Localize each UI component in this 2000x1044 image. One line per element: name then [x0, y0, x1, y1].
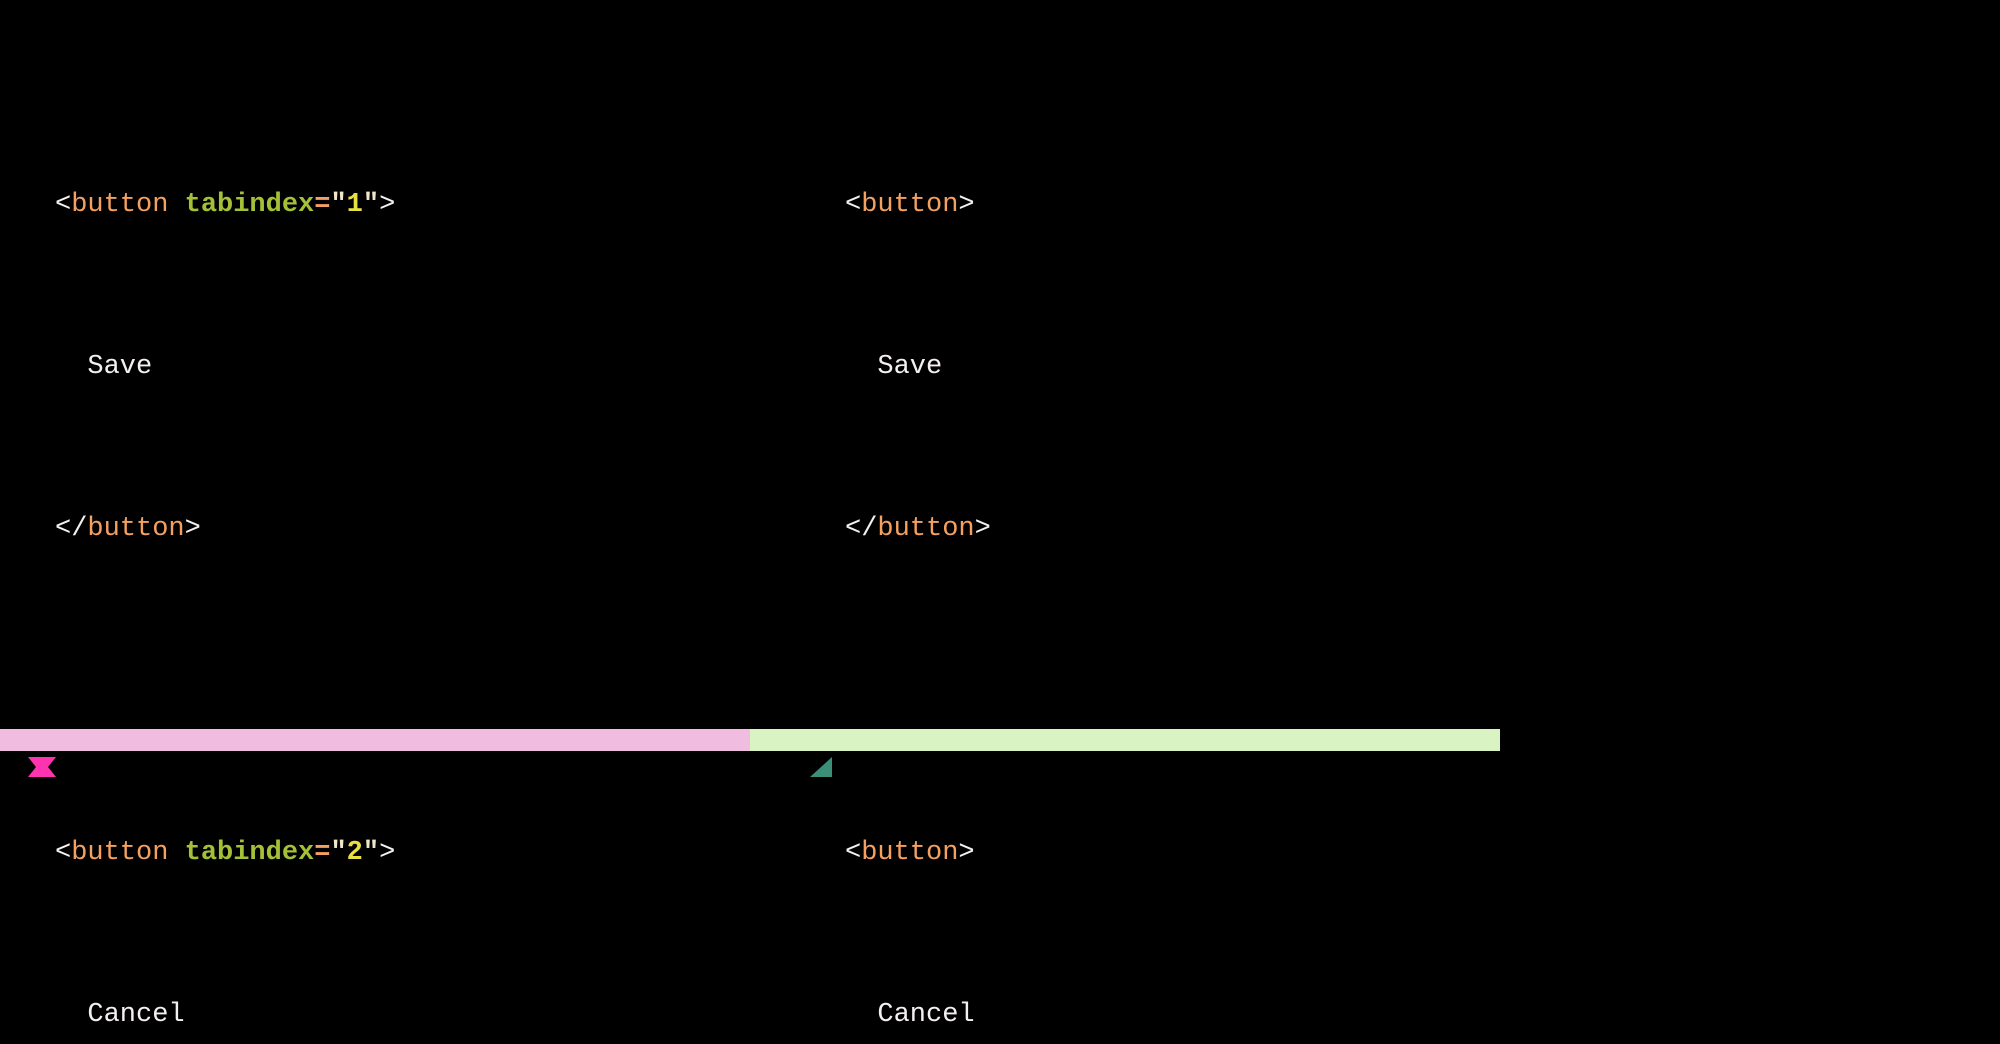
tag-open: button — [861, 190, 958, 220]
tag-open: button — [71, 190, 168, 220]
code-line: <button> — [845, 826, 991, 880]
separator-chevron-icon — [810, 757, 832, 777]
tag-open: button — [861, 838, 958, 868]
button-text: Cancel — [877, 1000, 974, 1030]
code-block: <button> Save </button> — [845, 70, 991, 664]
attr-name: tabindex — [185, 838, 315, 868]
attr-value: 1 — [347, 190, 363, 220]
code-line: <button> — [845, 178, 991, 232]
code-line: <button tabindex="1"> — [55, 178, 845, 232]
code-column-right: <button> Save </button> <button> Cancel … — [845, 70, 991, 1044]
code-line: </button> — [55, 502, 845, 556]
code-line: </button> — [845, 502, 991, 556]
code-line: Cancel — [55, 988, 845, 1042]
code-line: <button tabindex="2"> — [55, 826, 845, 880]
code-comparison-slide: <button tabindex="1"> Save </button> <bu… — [0, 0, 1500, 783]
attr-value: 2 — [347, 838, 363, 868]
button-text: Cancel — [87, 1000, 184, 1030]
bottom-bar — [0, 729, 1500, 783]
tag-close: button — [877, 514, 974, 544]
code-line: Save — [845, 340, 991, 394]
code-line: Cancel — [845, 988, 991, 1042]
code-block: <button tabindex="1"> Save </button> — [55, 70, 845, 664]
attr-name: tabindex — [185, 190, 315, 220]
status-line — [0, 751, 1500, 783]
strip-right — [750, 729, 1500, 751]
tag-close: button — [87, 514, 184, 544]
compare-strip — [0, 729, 1500, 751]
columns: <button tabindex="1"> Save </button> <bu… — [0, 0, 1500, 1044]
code-column-left: <button tabindex="1"> Save </button> <bu… — [55, 70, 845, 1044]
prompt-flag-icon — [28, 757, 56, 777]
tag-open: button — [71, 838, 168, 868]
code-line: Save — [55, 340, 845, 394]
button-text: Save — [877, 352, 942, 382]
strip-left — [0, 729, 750, 751]
button-text: Save — [87, 352, 152, 382]
